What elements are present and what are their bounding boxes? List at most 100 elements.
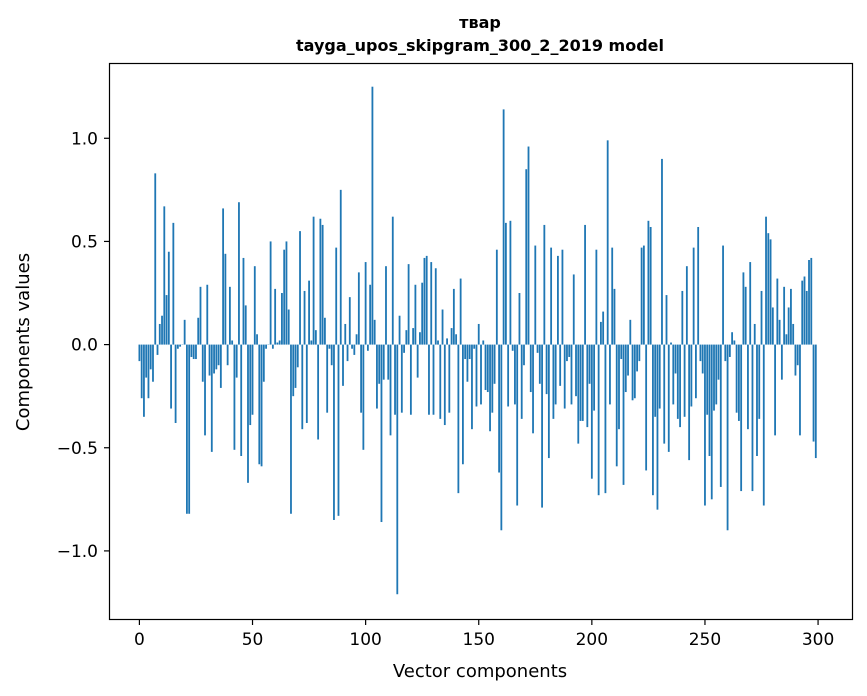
bar-156 [491,344,494,413]
bar-204 [599,321,602,345]
bar-173 [529,344,532,393]
bar-32 [210,344,213,452]
bar-11 [163,206,166,345]
bar-72 [301,344,304,430]
bar-210 [613,288,616,345]
bar-44 [238,202,240,345]
bar-95 [353,344,356,355]
bar-225 [647,220,650,345]
bar-35 [217,344,220,366]
bar-161 [502,109,505,345]
bar-199 [588,344,591,384]
bar-54 [260,344,263,467]
bar-151 [480,344,482,405]
bar-244 [690,344,693,407]
bar-221 [638,344,641,362]
bar-172 [527,146,530,345]
bar-91 [344,323,347,345]
bar-90 [342,344,344,386]
bar-98 [360,344,363,413]
bar-228 [654,344,657,417]
bar-146 [468,344,471,360]
bar-136 [446,338,448,345]
bar-214 [622,344,625,485]
bar-231 [661,158,663,345]
bar-33 [213,344,215,374]
bar-249 [701,344,704,374]
bar-223 [642,245,645,345]
bar-135 [443,344,446,426]
bar-188 [563,344,566,409]
bar-117 [403,344,405,353]
bar-53 [258,344,261,465]
bar-105 [376,344,378,409]
bar-212 [618,344,620,430]
bar-110 [387,344,390,380]
bar-121 [412,328,415,345]
bar-217 [629,319,632,345]
bar-64 [283,249,286,345]
bar-66 [287,309,290,345]
bar-8 [156,344,159,355]
bar-20 [183,319,186,345]
bar-239 [679,344,681,428]
bar-245 [692,247,695,345]
bar-3 [145,344,148,378]
bar-15 [172,222,175,345]
bar-177 [538,344,541,384]
bar-254 [713,344,715,411]
y-tick-label: 1.0 [71,129,98,149]
bar-69 [294,344,297,388]
bar-184 [554,344,557,405]
bar-259 [724,344,727,362]
bar-133 [439,344,442,419]
bar-109 [385,266,387,345]
bar-270 [749,262,752,345]
bar-220 [636,344,638,372]
y-tick-label: −0.5 [57,439,98,459]
bar-182 [550,247,553,345]
bar-155 [489,344,491,432]
bar-157 [493,344,496,384]
bar-27 [199,286,202,345]
bar-293 [801,280,804,345]
bar-60 [274,288,277,345]
bar-76 [310,340,313,345]
bar-238 [676,344,679,419]
bar-262 [731,332,734,345]
bar-251 [706,344,709,415]
bar-176 [536,344,539,353]
bar-235 [670,342,672,345]
y-tick-label: 0.5 [71,232,98,252]
bar-166 [514,344,516,405]
bar-170 [523,344,525,366]
bar-203 [597,344,600,496]
bar-143 [462,344,464,465]
bar-149 [475,344,478,407]
bar-277 [765,216,767,345]
bar-192 [572,274,575,345]
bar-140 [455,334,458,345]
bar-226 [649,226,652,345]
bar-68 [292,344,295,397]
bar-132 [437,340,439,345]
bar-198 [586,344,589,428]
bar-23 [190,344,193,357]
bar-197 [584,224,586,345]
bar-191 [570,344,573,405]
bar-271 [751,344,754,492]
bar-55 [262,344,265,382]
bar-102 [369,284,372,345]
bar-252 [708,344,711,456]
bar-16 [174,344,177,423]
bar-247 [697,226,700,345]
bar-219 [633,344,636,399]
bar-194 [577,344,580,444]
bar-59 [271,344,274,349]
bar-201 [593,344,596,411]
bar-196 [581,344,584,421]
bar-2 [143,344,145,417]
bar-62 [278,340,281,345]
bar-288 [790,288,792,345]
bar-224 [645,344,648,471]
